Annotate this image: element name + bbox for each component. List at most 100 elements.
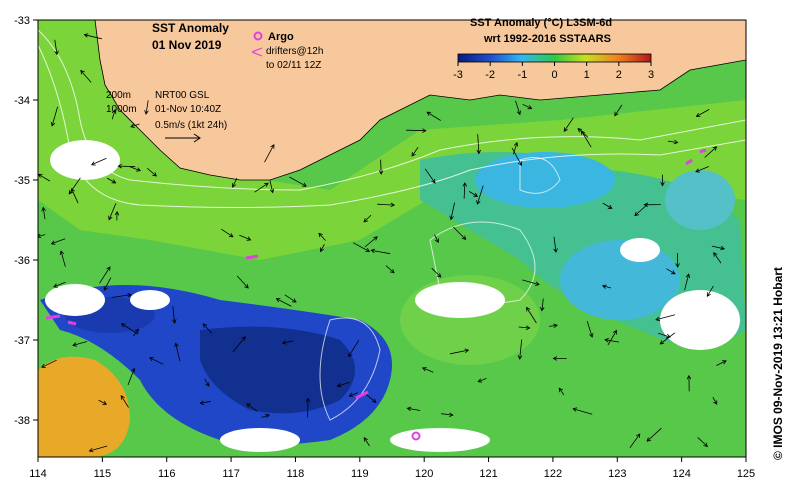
drifters-date: to 02/11 12Z xyxy=(266,60,321,71)
lat-tick-label: -36 xyxy=(14,255,30,267)
lon-tick-label: 123 xyxy=(608,468,626,480)
current-vector xyxy=(716,360,727,366)
current-scale-arrow xyxy=(165,133,201,143)
current-vector xyxy=(695,166,709,173)
current-vector xyxy=(468,191,479,197)
current-vector xyxy=(434,234,439,244)
current-vector xyxy=(522,103,533,110)
colorbar-tick-label: 0 xyxy=(551,69,557,81)
current-vector xyxy=(377,202,396,208)
current-vector xyxy=(655,314,676,322)
current-vector xyxy=(607,329,618,346)
lon-tick-label: 115 xyxy=(94,468,112,480)
lat-axis: -33 -34 -35 -36 -37 -38 xyxy=(14,15,38,427)
map-plot-area xyxy=(38,20,746,457)
cloud-gap-6 xyxy=(390,428,490,452)
current-vector xyxy=(424,168,436,184)
colorbar-ticks: -3 -2 -1 0 1 2 3 xyxy=(453,62,654,81)
current-vector xyxy=(659,332,676,345)
current-vector xyxy=(320,244,325,253)
current-vector xyxy=(697,437,709,448)
cloud-gap-3 xyxy=(415,282,505,318)
current-vector xyxy=(580,130,592,148)
colorbar-tick-label: 2 xyxy=(616,69,622,81)
cloud-gap-7 xyxy=(130,290,170,310)
lon-tick-label: 117 xyxy=(222,468,240,480)
drifter-track-1 xyxy=(245,254,259,260)
current-vector xyxy=(318,232,326,241)
current-vector xyxy=(675,253,680,268)
drifter-legend-symbol xyxy=(251,47,263,57)
current-vector xyxy=(553,236,558,253)
current-vector xyxy=(695,109,710,117)
current-vector xyxy=(90,157,107,166)
current-vector xyxy=(120,394,129,408)
current-vector xyxy=(406,128,427,133)
current-vector xyxy=(111,109,117,120)
cloud-gap-5 xyxy=(220,428,300,452)
current-vector xyxy=(174,342,181,362)
current-vector xyxy=(117,163,136,169)
current-vector xyxy=(289,176,307,187)
current-vector xyxy=(476,134,481,155)
current-vector xyxy=(232,336,246,353)
drifters-label: drifters@12h xyxy=(266,46,323,57)
current-vector xyxy=(171,306,177,324)
current-vector xyxy=(572,407,593,415)
current-vector xyxy=(144,100,149,115)
current-vector xyxy=(264,143,275,163)
current-vector xyxy=(441,412,454,417)
current-vector xyxy=(261,413,271,419)
current-vector xyxy=(449,348,470,355)
current-vector xyxy=(148,357,164,365)
current-vector xyxy=(363,214,372,223)
cloud-gap-8 xyxy=(620,238,660,262)
current-vector xyxy=(706,285,714,298)
cloud-gap-1 xyxy=(50,140,120,180)
current-vector xyxy=(522,279,540,286)
current-vector xyxy=(666,268,676,275)
lon-tick-label: 119 xyxy=(351,468,369,480)
current-vector xyxy=(59,250,66,267)
current-vector xyxy=(517,339,523,360)
current-vector xyxy=(54,39,59,56)
current-vector xyxy=(108,203,117,221)
current-vector xyxy=(103,277,112,291)
current-vector xyxy=(431,267,442,278)
current-vector xyxy=(281,340,294,345)
cold-eddy-east xyxy=(475,152,615,208)
current-vector xyxy=(204,378,210,387)
contour-label-1000m: 1000m xyxy=(106,104,137,115)
current-vector xyxy=(646,427,662,442)
contour-200m xyxy=(38,29,746,191)
current-vector xyxy=(711,245,726,251)
lat-tick-label: -33 xyxy=(14,15,30,27)
cloud-gap-4 xyxy=(660,290,740,350)
argo-label: Argo xyxy=(268,31,294,43)
current-vector xyxy=(549,323,558,329)
current-vector xyxy=(336,381,351,388)
current-vector xyxy=(68,177,81,195)
current-vector xyxy=(127,367,136,386)
lat-tick-label: -34 xyxy=(14,95,30,107)
current-vector xyxy=(601,284,612,289)
colorbar-tick-label: -1 xyxy=(517,69,527,81)
current-vector xyxy=(199,400,211,405)
sla-contour-cold xyxy=(319,317,381,421)
current-vector xyxy=(284,294,297,303)
current-vector xyxy=(236,275,249,289)
current-vector xyxy=(614,104,623,117)
current-vector xyxy=(53,281,66,288)
nrt-source: NRT00 GSL xyxy=(155,90,210,101)
current-vector xyxy=(363,436,370,447)
current-vector xyxy=(41,359,57,368)
current-vector xyxy=(305,397,311,418)
current-vector xyxy=(658,332,671,339)
drifter-track-2 xyxy=(355,390,369,400)
current-vector xyxy=(704,146,718,158)
colorbar-tick-label: 3 xyxy=(648,69,654,81)
current-vector xyxy=(246,403,258,412)
current-vector xyxy=(453,226,467,240)
current-vector xyxy=(552,356,567,361)
current-vectors xyxy=(38,33,727,453)
